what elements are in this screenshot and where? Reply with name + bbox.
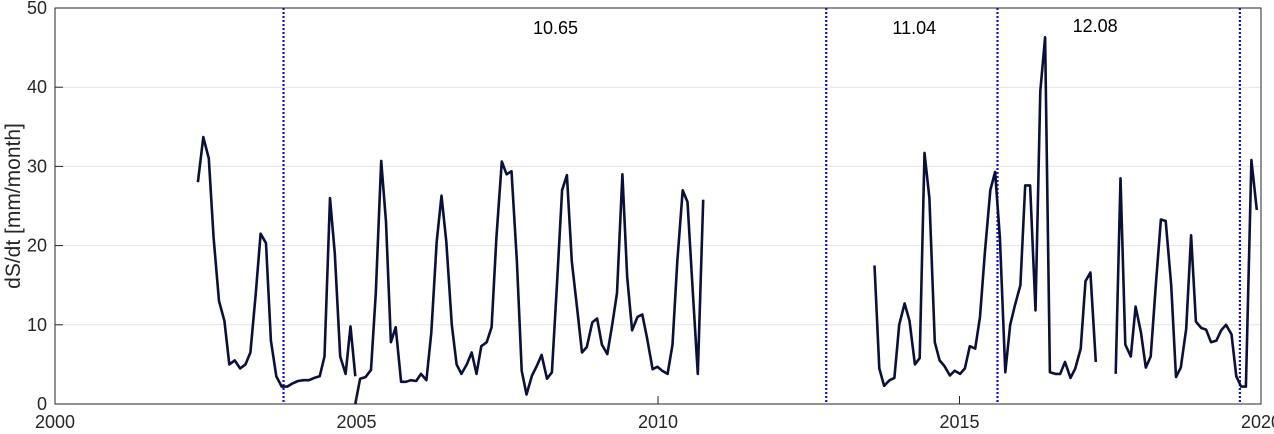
series-line-segment — [1114, 158, 1259, 388]
x-tick-label: 2015 — [939, 412, 979, 432]
y-tick-label: 50 — [27, 0, 47, 18]
x-tick-label: 2000 — [35, 412, 75, 432]
series-line-segment — [196, 135, 357, 388]
y-tick-label: 30 — [27, 156, 47, 176]
y-tick-label: 10 — [27, 315, 47, 335]
y-axis-ticks: 0 10 20 30 40 50 — [27, 0, 63, 414]
y-tick-label: 0 — [37, 394, 47, 414]
y-tick-label: 40 — [27, 77, 47, 97]
period-value-annotation: 11.04 — [892, 18, 936, 38]
grid-lines — [55, 86, 1261, 326]
period-divider-lines — [282, 8, 1241, 404]
annotations: 10.65 11.04 12.08 — [533, 16, 1118, 38]
period-value-annotation: 10.65 — [533, 18, 578, 38]
series-line-segment — [873, 35, 1098, 388]
y-tick-label: 20 — [27, 236, 47, 256]
period-value-annotation: 12.08 — [1073, 16, 1118, 36]
series-line-segment — [354, 159, 705, 405]
y-axis-label: dS/dt [mm/month] — [2, 123, 25, 289]
x-tick-label: 2005 — [336, 412, 376, 432]
series-lines — [196, 35, 1259, 405]
x-tick-label: 2010 — [638, 412, 678, 432]
